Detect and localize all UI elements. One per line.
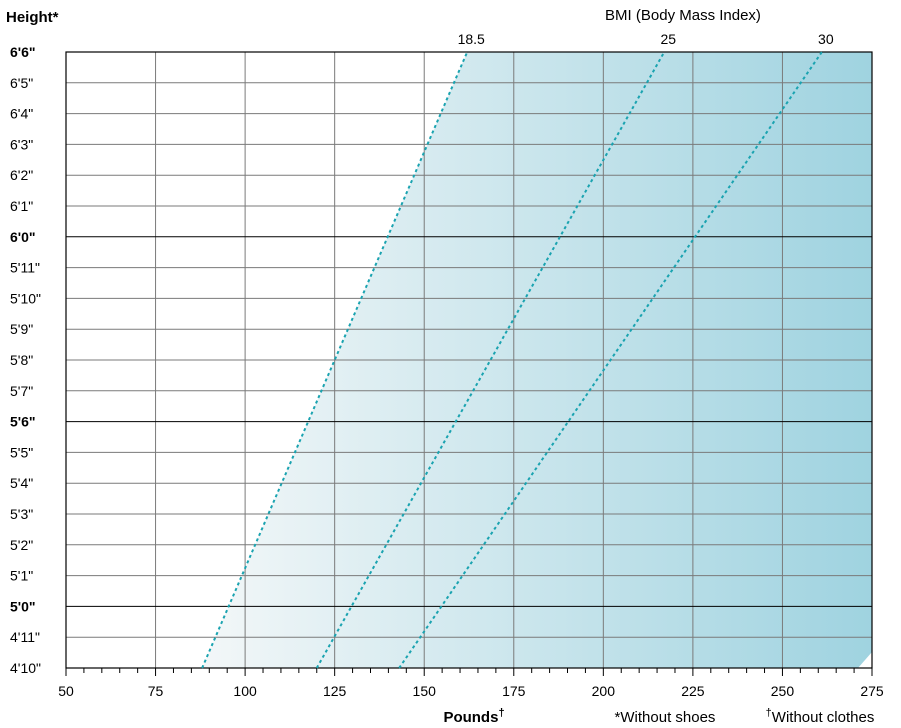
bmi-line-25 [315, 51, 666, 669]
y-tick-label: 5'2" [10, 537, 33, 553]
y-tick-label: 5'11" [10, 260, 40, 276]
x-tick-label: 275 [860, 683, 884, 699]
y-tick-label: 5'0" [10, 598, 36, 614]
x-tick-label: 150 [413, 683, 437, 699]
bmi-line-30 [398, 51, 823, 669]
x-tick-label: 250 [771, 683, 795, 699]
x-tick-label: 75 [148, 683, 164, 699]
x-tick-label: 225 [681, 683, 705, 699]
chart-title: BMI (Body Mass Index) [605, 7, 761, 24]
y-tick-label: 6'0" [10, 229, 36, 245]
y-tick-label: 5'3" [10, 506, 33, 522]
y-tick-label: 6'5" [10, 75, 33, 91]
x-tick-label: 175 [502, 683, 526, 699]
y-tick-label: 6'6" [10, 44, 36, 60]
y-axis-label: Height* [6, 9, 59, 26]
y-tick-label: 5'7" [10, 383, 33, 399]
bmi-line-18-5 [201, 51, 469, 669]
x-axis-label: Pounds† [443, 707, 504, 726]
y-tick-label: 6'1" [10, 198, 33, 214]
bmi-line-label: 30 [818, 31, 834, 47]
y-tick-label: 5'8" [10, 352, 33, 368]
y-tick-label: 6'4" [10, 106, 33, 122]
x-tick-label: 50 [58, 683, 74, 699]
y-tick-label: 5'5" [10, 444, 33, 460]
plot-frame [65, 51, 873, 669]
bmi-line-label: 18.5 [458, 31, 485, 47]
y-tick-label: 5'10" [10, 290, 41, 306]
footnote-without-clothes: †Without clothes [766, 707, 875, 726]
y-tick-label: 4'10" [10, 660, 41, 676]
y-tick-label: 6'2" [10, 167, 33, 183]
x-axis-label-mark: † [498, 707, 504, 719]
y-tick-label: 4'11" [10, 629, 40, 645]
y-tick-label: 5'9" [10, 321, 33, 337]
x-tick-label: 200 [592, 683, 616, 699]
x-tick-label: 100 [233, 683, 257, 699]
footnote-dagger-mark: † [766, 707, 772, 719]
y-tick-label: 5'6" [10, 414, 36, 430]
bmi-line-label: 25 [660, 31, 676, 47]
x-tick-label: 125 [323, 683, 347, 699]
y-tick-label: 6'3" [10, 136, 33, 152]
y-tick-label: 5'1" [10, 568, 33, 584]
footnote-without-shoes: *Without shoes [615, 709, 716, 726]
y-tick-label: 5'4" [10, 475, 33, 491]
